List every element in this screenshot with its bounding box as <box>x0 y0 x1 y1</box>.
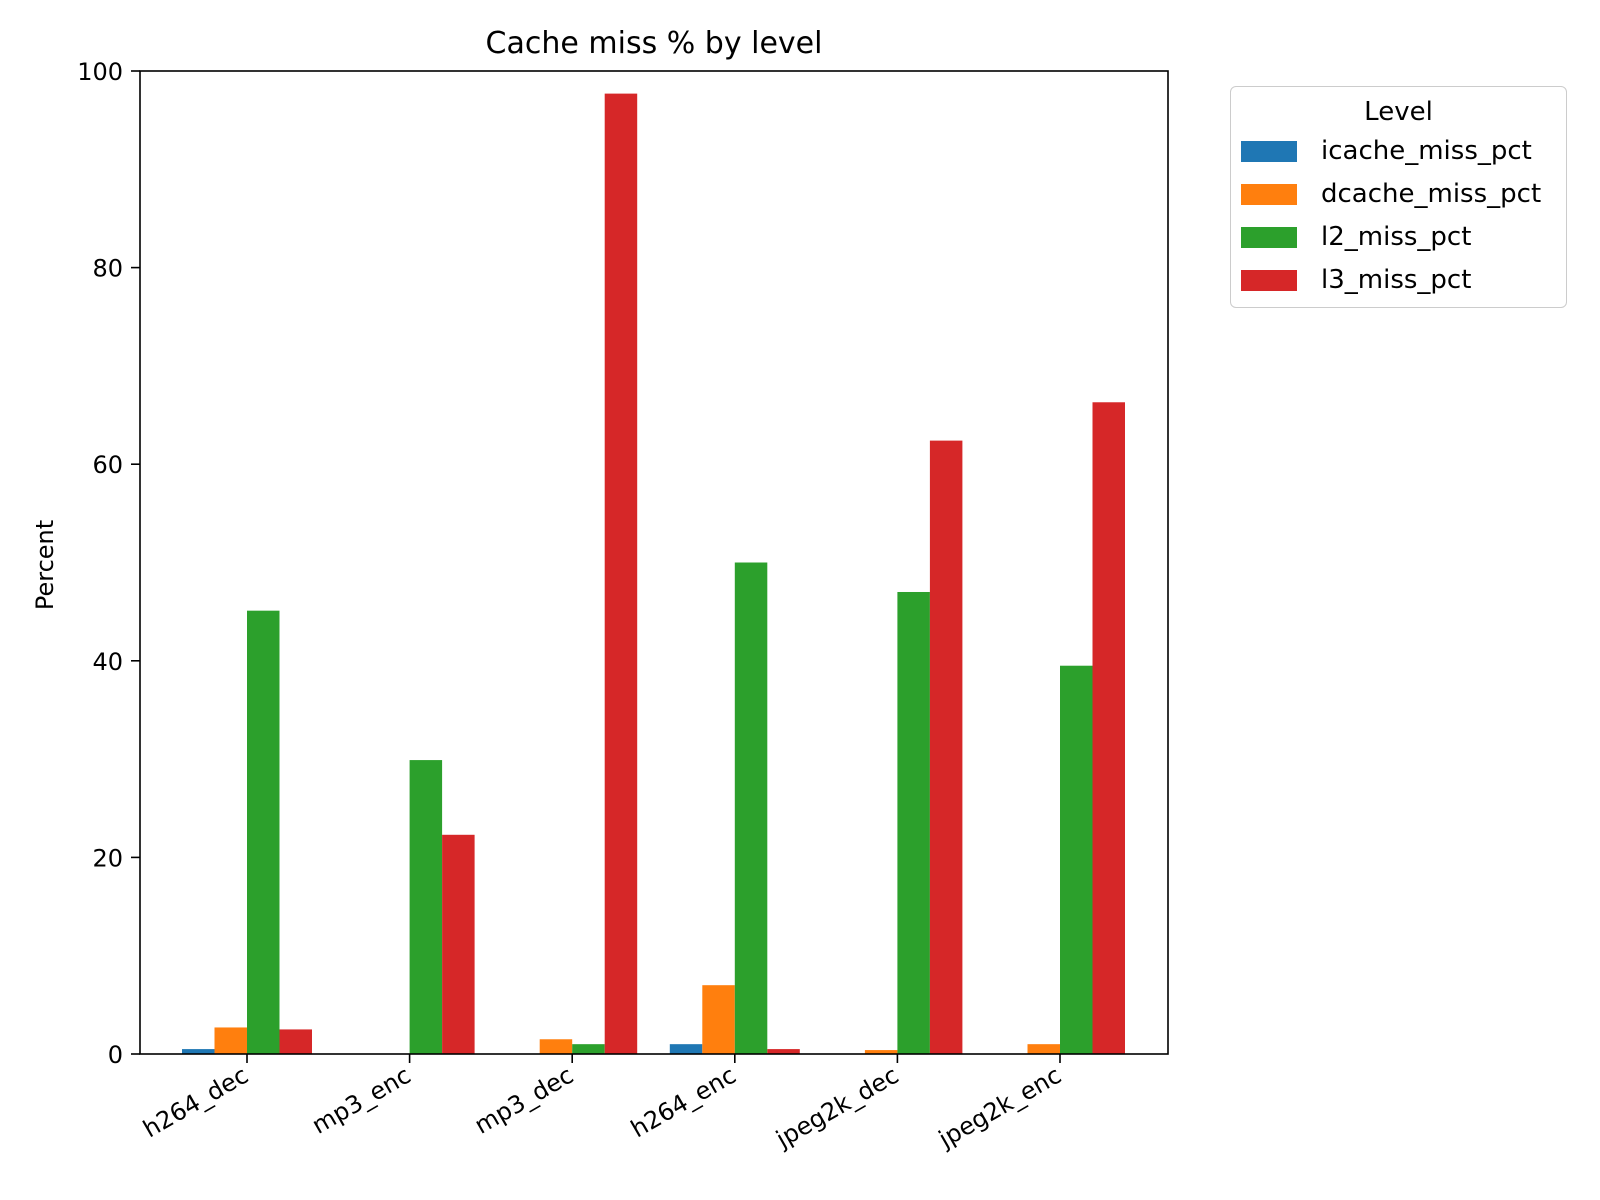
legend-item-dcache: dcache_miss_pct <box>1241 179 1541 209</box>
legend-item-l2: l2_miss_pct <box>1241 222 1471 252</box>
legend-swatch-l2 <box>1241 226 1297 248</box>
legend-label-l2: l2_miss_pct <box>1321 222 1472 252</box>
x-tick-label-h264-dec: h264_dec <box>138 1061 253 1143</box>
bar-icache-miss-pct-h264-dec <box>182 1049 215 1054</box>
bar-dcache-miss-pct-mp3-dec <box>539 1039 573 1054</box>
legend: Level icache_miss_pct dcache_miss_pct l2… <box>1230 86 1567 308</box>
legend-item-icache: icache_miss_pct <box>1241 136 1532 166</box>
x-tick-label-h264-enc: h264_enc <box>626 1061 741 1143</box>
y-tick-label-40: 40 <box>92 648 123 676</box>
y-tick-label-0: 0 <box>108 1041 123 1069</box>
legend-title: Level <box>1364 97 1433 127</box>
legend-swatch-dcache <box>1241 183 1297 205</box>
bar-l2-miss-pct-h264-dec <box>247 610 280 1054</box>
bar-l2-miss-pct-jpeg2k-dec <box>897 591 930 1054</box>
bar-l2-miss-pct-mp3-dec <box>572 1044 605 1054</box>
bar-dcache-miss-pct-jpeg2k-enc <box>1027 1044 1060 1054</box>
y-tick-label-20: 20 <box>92 844 123 872</box>
x-tick-label-mp3-dec: mp3_dec <box>470 1061 578 1140</box>
bar-l2-miss-pct-jpeg2k-enc <box>1060 665 1093 1054</box>
bar-l3-miss-pct-h264-dec <box>279 1029 312 1054</box>
y-tick-label-100: 100 <box>77 58 123 86</box>
legend-label-l3: l3_miss_pct <box>1321 265 1472 295</box>
y-axis-ticks: 0 20 40 60 80 100 <box>77 58 140 1069</box>
legend-item-l3: l3_miss_pct <box>1241 265 1471 295</box>
bar-l3-miss-pct-mp3-dec <box>604 93 638 1055</box>
bar-icache-miss-pct-h264-enc <box>669 1044 703 1054</box>
y-axis-label: Percent <box>31 520 59 610</box>
x-tick-label-mp3-enc: mp3_enc <box>307 1061 415 1140</box>
bar-dcache-miss-pct-h264-dec <box>214 1027 247 1054</box>
x-tick-label-jpeg2k-enc: jpeg2k_enc <box>933 1061 1066 1154</box>
legend-swatch-l3 <box>1241 269 1297 291</box>
bar-l3-miss-pct-h264-enc <box>767 1049 800 1054</box>
bar-l2-miss-pct-mp3-enc <box>409 760 443 1054</box>
bar-l3-miss-pct-jpeg2k-dec <box>929 440 963 1054</box>
legend-label-dcache: dcache_miss_pct <box>1321 179 1542 209</box>
legend-label-icache: icache_miss_pct <box>1321 136 1532 166</box>
legend-swatch-icache <box>1241 140 1297 162</box>
y-tick-label-80: 80 <box>92 255 123 283</box>
bar-l3-miss-pct-mp3-enc <box>442 834 475 1054</box>
x-axis-ticks: h264_dec mp3_enc mp3_dec h264_enc jpeg2k_dec… <box>138 1054 1066 1154</box>
plot-area-frame <box>139 70 1169 1055</box>
bar-dcache-miss-pct-jpeg2k-dec <box>864 1050 898 1054</box>
bar-l2-miss-pct-h264-enc <box>734 562 768 1054</box>
chart-title: Cache miss % by level <box>486 26 823 61</box>
bar-l3-miss-pct-jpeg2k-enc <box>1092 402 1125 1054</box>
bars-layer <box>182 93 1125 1055</box>
y-tick-label-60: 60 <box>92 451 123 479</box>
x-tick-label-jpeg2k-dec: jpeg2k_dec <box>771 1061 904 1154</box>
bar-dcache-miss-pct-h264-enc <box>702 985 735 1054</box>
